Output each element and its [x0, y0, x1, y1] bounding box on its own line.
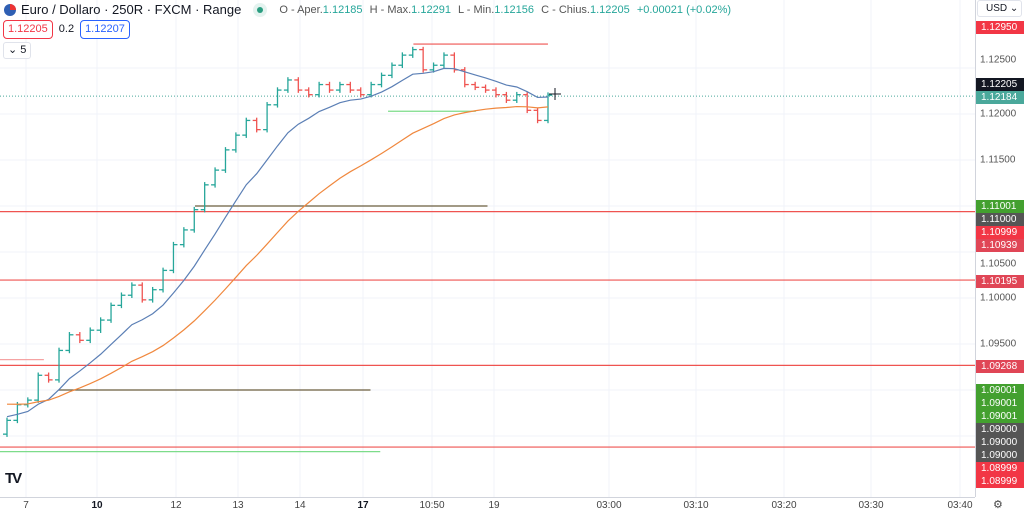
price-label: 1.09001: [976, 410, 1024, 423]
price-label: 1.09000: [976, 423, 1024, 436]
price-label: 1.12950: [976, 21, 1024, 34]
price-label: 1.11001: [976, 200, 1024, 213]
price-label: 1.08999: [976, 462, 1024, 475]
close-value: 1.12205: [590, 4, 630, 16]
price-label: 1.12205: [976, 78, 1024, 91]
high-label: H - Max.: [369, 4, 412, 16]
time-label: 03:00: [596, 500, 622, 511]
time-label: 03:10: [683, 500, 709, 511]
low-label: L - Min.: [458, 4, 495, 16]
ohlc-values: O - Aper.1.12185 H - Max.1.12291 L - Min…: [279, 2, 735, 18]
time-label: 17: [357, 500, 369, 511]
time-axis[interactable]: 7 10 12 13 14 17 10:50 19 03:00 03:10 03:20 03:30 03…: [0, 497, 975, 512]
time-label: 03:40: [947, 500, 973, 511]
time-label: 13: [232, 500, 244, 511]
price-label: 1.11000: [976, 213, 1024, 226]
spread-value: 0.2: [58, 23, 75, 35]
time-label: 10: [91, 500, 103, 511]
price-label: 1.10999: [976, 226, 1024, 239]
time-label: 10:50: [419, 500, 445, 511]
price-tick: 1.11500: [980, 154, 1016, 166]
price-label: 1.09000: [976, 436, 1024, 449]
price-label: 1.09001: [976, 397, 1024, 410]
price-tick: 1.12000: [980, 108, 1017, 120]
price-label: 1.09268: [976, 360, 1024, 373]
price-label: 1.08999: [976, 475, 1024, 488]
price-tick: 1.10000: [980, 292, 1017, 304]
trade-panel: 1.12205 0.2 1.12207: [3, 20, 130, 39]
ema-slow-line: [6, 105, 549, 405]
time-label: 12: [170, 500, 182, 511]
change-value: +0.00021 (+0.02%): [636, 4, 732, 16]
close-label: C - Chius.: [541, 4, 590, 16]
open-label: O - Aper.: [279, 4, 323, 16]
indicator-count: 5: [20, 44, 27, 56]
price-label: 1.10939: [976, 239, 1024, 252]
currency-select[interactable]: USD ⌄: [977, 0, 1022, 17]
tradingview-logo[interactable]: TV: [5, 470, 22, 487]
buy-button[interactable]: 1.12207: [80, 20, 130, 39]
currency-label: USD: [986, 3, 1008, 14]
chevron-down-icon: ⌄: [1009, 3, 1019, 14]
market-status-icon[interactable]: [253, 3, 268, 17]
price-label: 1.09001: [976, 384, 1024, 397]
price-tick: 1.10500: [980, 258, 1017, 270]
crosshair-icon: [549, 88, 561, 100]
chevron-down-icon: ⌄: [8, 44, 21, 56]
price-chart[interactable]: [0, 0, 975, 497]
symbol-title[interactable]: Euro / Dollaro · 250R · FXCM · Range: [21, 2, 242, 17]
settings-gear-icon[interactable]: ⚙: [993, 499, 1003, 511]
symbol-legend: Euro / Dollaro · 250R · FXCM · Range O -…: [4, 2, 735, 18]
time-label: 03:20: [771, 500, 797, 511]
price-label: 1.12184: [976, 91, 1024, 104]
ema-fast-line: [6, 67, 549, 418]
price-label: 1.09000: [976, 449, 1024, 462]
high-value: 1.12291: [411, 4, 451, 16]
eur-usd-flag-icon: [4, 4, 16, 16]
time-label: 19: [488, 500, 500, 511]
low-value: 1.12156: [494, 4, 535, 16]
time-label: 14: [294, 500, 306, 511]
sell-button[interactable]: 1.12205: [3, 20, 53, 39]
open-value: 1.12185: [322, 4, 363, 16]
price-tick: 1.12500: [980, 54, 1017, 66]
time-label: 7: [23, 500, 29, 511]
time-label: 03:30: [858, 500, 884, 511]
price-tick: 1.09500: [980, 338, 1017, 350]
indicators-collapse-button[interactable]: ⌄ 5: [3, 42, 32, 59]
price-label: 1.10195: [976, 275, 1024, 288]
price-scale[interactable]: 1.12500 1.12000 1.11500 1.10500 1.10000 1.095…: [975, 0, 1024, 497]
